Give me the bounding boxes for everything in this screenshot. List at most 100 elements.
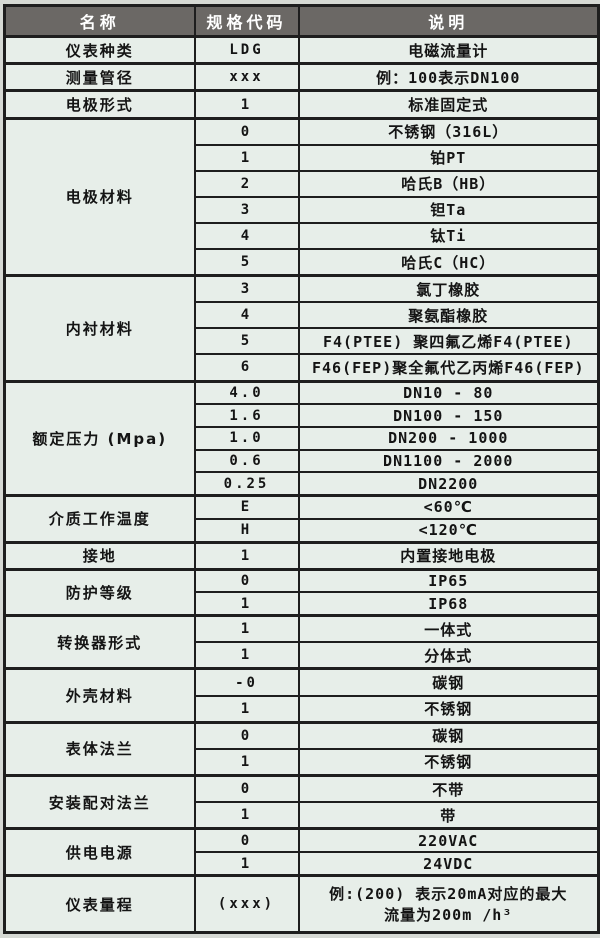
spec-desc-cell: 不带 xyxy=(297,774,600,804)
table-row: 1.0 DN200 - 1000 xyxy=(5,425,600,451)
spec-desc-cell: 例:(200) 表示20mA对应的最大 流量为200m /h³ xyxy=(297,874,600,934)
group-name-cell: 安装配对法兰 xyxy=(3,774,196,830)
table-row: 介质工作温度 E <60℃ xyxy=(3,494,600,544)
group-name-cell: 仪表量程 xyxy=(3,874,196,934)
spec-desc-cell: 带 xyxy=(297,801,600,830)
spec-table: 名称 规格代码 说明 仪表种类 LDG 电磁流量计 测量管径 xxx 例：100表示DN1… xyxy=(3,4,600,934)
table-row: 防护等级 0 IP65 xyxy=(3,567,600,617)
group-name-cell: 转换器形式 xyxy=(3,614,196,670)
spec-desc-cell: 哈氏B（HB） xyxy=(297,169,600,198)
spec-desc-cell: 氯丁橡胶 xyxy=(297,274,600,304)
spec-code-cell: 0 xyxy=(193,720,300,750)
spec-code-cell: 0 xyxy=(193,774,300,804)
group-name-cell: 电极形式 xyxy=(3,89,196,120)
spec-code-cell: 0 xyxy=(193,567,300,594)
spec-code-cell: LDG xyxy=(193,34,300,65)
table-row: 1 不锈钢 xyxy=(5,694,600,724)
header-cell-code: 规格代码 xyxy=(193,4,300,38)
spec-code-cell: 1 xyxy=(193,540,300,571)
group-name-cell: 表体法兰 xyxy=(3,720,196,777)
table-row: 2 哈氏B（HB） xyxy=(5,169,600,198)
group-name-cell: 电极材料 xyxy=(3,116,196,277)
table-row: 仪表量程 (xxx) 例:(200) 表示20mA对应的最大 流量为200m /h³ xyxy=(3,874,600,934)
spec-desc-cell: 钛Ti xyxy=(297,221,600,251)
spec-desc-cell: F4(PTEE) 聚四氟乙烯F4(PTEE) xyxy=(297,327,600,356)
spec-code-cell: 5 xyxy=(193,248,300,277)
table-row: 内衬材料 3 氯丁橡胶 xyxy=(3,274,600,383)
table-row: 1 24VDC xyxy=(5,851,600,877)
table-row: 外壳材料 -0 碳钢 xyxy=(3,667,600,724)
spec-code-cell: 1 xyxy=(193,641,300,670)
table-row: 接地 1 内置接地电极 xyxy=(3,540,600,571)
spec-code-cell: 1 xyxy=(193,143,300,172)
table-row: 4 聚氨酯橡胶 xyxy=(5,301,600,330)
spec-code-cell: 1 xyxy=(193,89,300,120)
table-row: 1 铂PT xyxy=(5,143,600,172)
table-row: 供电电源 0 220VAC xyxy=(3,827,600,877)
spec-desc-cell: 一体式 xyxy=(297,614,600,644)
spec-desc-cell: DN100 - 150 xyxy=(297,403,600,428)
spec-desc-cell: 钽Ta xyxy=(297,195,600,224)
spec-code-cell: 1 xyxy=(193,591,300,617)
spec-desc-cell: F46(FEP)聚全氟代乙丙烯F46(FEP) xyxy=(297,353,600,383)
table-row: 1 IP68 xyxy=(5,591,600,617)
spec-code-cell: (xxx) xyxy=(193,874,300,934)
table-row: 1 不锈钢 xyxy=(5,747,600,777)
spec-desc-cell: 电磁流量计 xyxy=(297,34,600,65)
spec-desc-cell: 内置接地电极 xyxy=(297,540,600,571)
spec-desc-cell: IP65 xyxy=(297,567,600,594)
group-name-cell: 额定压力 (Mpa) xyxy=(3,379,196,497)
spec-code-cell: 1.6 xyxy=(193,403,300,428)
spec-desc-cell: DN200 - 1000 xyxy=(297,425,600,451)
group-name-cell: 仪表种类 xyxy=(3,34,196,65)
spec-code-cell: H xyxy=(193,517,300,544)
group-name-cell: 接地 xyxy=(3,540,196,571)
spec-desc-cell: 不锈钢（316L） xyxy=(297,116,600,146)
spec-code-cell: 4 xyxy=(193,221,300,251)
spec-code-cell: 1.0 xyxy=(193,425,300,451)
table-row: 1 分体式 xyxy=(5,641,600,670)
spec-code-cell: 4 xyxy=(193,301,300,330)
table-row: 电极形式 1 标准固定式 xyxy=(3,89,600,120)
spec-code-cell: 0.6 xyxy=(193,448,300,474)
spec-code-cell: E xyxy=(193,494,300,520)
group-name-cell: 内衬材料 xyxy=(3,274,196,383)
spec-desc-cell: DN10 - 80 xyxy=(297,379,600,406)
header-cell-desc: 说明 xyxy=(297,4,600,38)
spec-desc-cell: 220VAC xyxy=(297,827,600,854)
spec-code-cell: -0 xyxy=(193,667,300,697)
spec-desc-cell: <60℃ xyxy=(297,494,600,520)
header-cell-name: 名称 xyxy=(3,4,196,38)
group-name-cell: 测量管径 xyxy=(3,62,196,92)
table-row: 0.6 DN1100 - 2000 xyxy=(5,448,600,474)
table-row: 4 钛Ti xyxy=(5,221,600,251)
spec-desc-cell: 聚氨酯橡胶 xyxy=(297,301,600,330)
spec-desc-cell: 分体式 xyxy=(297,641,600,670)
table-row: 1.6 DN100 - 150 xyxy=(5,403,600,428)
table-row: 转换器形式 1 一体式 xyxy=(3,614,600,670)
spec-table-body: 仪表种类 LDG 电磁流量计 测量管径 xxx 例：100表示DN100 电极形式 1 标准固定… xyxy=(3,34,600,934)
spec-code-cell: 6 xyxy=(193,353,300,383)
spec-code-cell: 1 xyxy=(193,801,300,830)
spec-code-cell: 0 xyxy=(193,116,300,146)
table-row: 额定压力 (Mpa) 4.0 DN10 - 80 xyxy=(3,379,600,497)
spec-code-cell: 0.25 xyxy=(193,471,300,497)
spec-code-cell: 5 xyxy=(193,327,300,356)
spec-code-cell: 3 xyxy=(193,195,300,224)
spec-desc-cell: 不锈钢 xyxy=(297,694,600,724)
group-name-cell: 介质工作温度 xyxy=(3,494,196,544)
table-row: 仪表种类 LDG 电磁流量计 xyxy=(3,34,600,65)
spec-code-cell: 0 xyxy=(193,827,300,854)
spec-code-cell: 2 xyxy=(193,169,300,198)
spec-desc-cell: IP68 xyxy=(297,591,600,617)
header-row: 名称 规格代码 说明 xyxy=(3,4,600,38)
spec-desc-cell: 碳钢 xyxy=(297,720,600,750)
spec-desc-cell: 碳钢 xyxy=(297,667,600,697)
table-row: 3 钽Ta xyxy=(5,195,600,224)
table-row: 表体法兰 0 碳钢 xyxy=(3,720,600,777)
table-row: 安装配对法兰 0 不带 xyxy=(3,774,600,830)
group-name-cell: 供电电源 xyxy=(3,827,196,877)
